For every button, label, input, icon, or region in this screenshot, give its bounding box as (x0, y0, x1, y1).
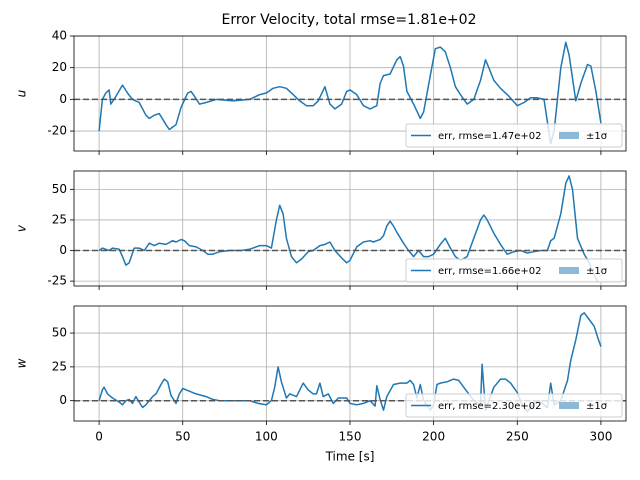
y-tick-label: 0 (59, 92, 67, 106)
legend-band-patch (559, 132, 579, 139)
x-tick-label: 250 (506, 430, 529, 444)
legend: err, rmse=1.66e+02 ±1σ (405, 258, 623, 283)
legend-band-patch (559, 267, 579, 274)
legend-label: err, rmse=2.30e+02 (438, 401, 542, 412)
x-tick-label: 300 (589, 430, 612, 444)
legend-box (405, 123, 623, 148)
y-axis-label: v (15, 224, 29, 232)
legend-box (405, 258, 623, 283)
legend-label: err, rmse=1.66e+02 (438, 266, 542, 277)
y-tick-label: 50 (52, 326, 67, 340)
legend-band-patch (559, 402, 579, 409)
legend: err, rmse=1.47e+02 ±1σ (405, 123, 623, 148)
x-tick-label: 0 (95, 430, 103, 444)
x-tick-label: 100 (255, 430, 278, 444)
legend-box (405, 393, 623, 418)
legend-label: ±1σ (586, 131, 608, 142)
legend: err, rmse=2.30e+02 ±1σ (405, 393, 623, 418)
legend-label: err, rmse=1.47e+02 (438, 131, 542, 142)
y-tick-label: 25 (52, 359, 67, 373)
y-axis-label: w (15, 358, 29, 368)
y-tick-label: -20 (47, 124, 67, 138)
x-tick-label: 200 (422, 430, 445, 444)
y-tick-label: 50 (52, 182, 67, 196)
axes-frame (73, 305, 627, 422)
x-tick-label: 150 (339, 430, 362, 444)
series-line (98, 41, 602, 145)
y-tick-label: 0 (59, 243, 67, 257)
y-tick-label: 20 (52, 60, 67, 74)
y-tick-label: -25 (47, 274, 67, 288)
series-line (98, 175, 599, 282)
y-axis-label: u (15, 89, 29, 97)
x-tick-label: 50 (175, 430, 190, 444)
y-tick-label: 25 (52, 212, 67, 226)
figure-title: Error Velocity, total rmse=1.81e+02 (222, 12, 477, 28)
legend-label: ±1σ (586, 401, 608, 412)
x-axis-label: Time [s] (325, 450, 375, 464)
axes-frame (73, 170, 627, 287)
y-tick-label: 0 (59, 393, 67, 407)
y-tick-label: 40 (52, 29, 67, 43)
legend-label: ±1σ (586, 266, 608, 277)
axes-frame (73, 35, 627, 152)
